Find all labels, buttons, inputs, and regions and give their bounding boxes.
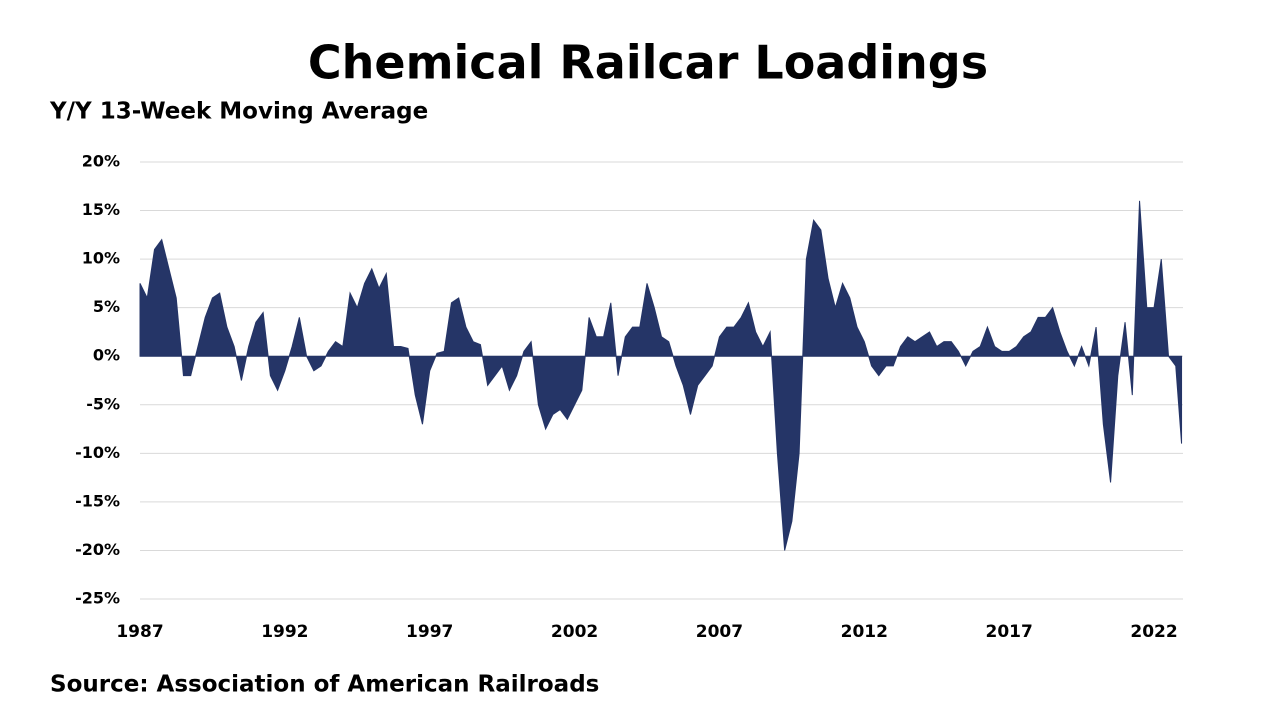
x-tick-label: 2022 [1130, 622, 1177, 642]
x-tick-label: 1987 [116, 622, 163, 642]
y-tick-label: 0% [93, 346, 120, 365]
x-tick-label: 2012 [841, 622, 888, 642]
y-tick-label: 10% [82, 249, 120, 268]
y-tick-label: -20% [75, 540, 120, 559]
y-tick-label: 15% [82, 200, 120, 219]
x-tick-label: 2007 [696, 622, 743, 642]
x-tick-label: 1992 [261, 622, 308, 642]
x-tick-label: 1997 [406, 622, 453, 642]
source-note: Source: Association of American Railroad… [50, 672, 599, 698]
y-tick-label: -5% [86, 394, 120, 413]
x-tick-label: 2002 [551, 622, 598, 642]
x-tick-label: 2017 [986, 622, 1033, 642]
y-tick-label: 5% [93, 297, 120, 316]
y-tick-label: 20% [82, 152, 120, 171]
y-tick-label: -25% [75, 589, 120, 608]
area-series [139, 200, 1183, 551]
y-tick-label: -15% [75, 491, 120, 510]
chart-subtitle: Y/Y 13-Week Moving Average [49, 99, 428, 125]
y-tick-label: -10% [75, 443, 120, 462]
chart-title: Chemical Railcar Loadings [308, 36, 988, 90]
